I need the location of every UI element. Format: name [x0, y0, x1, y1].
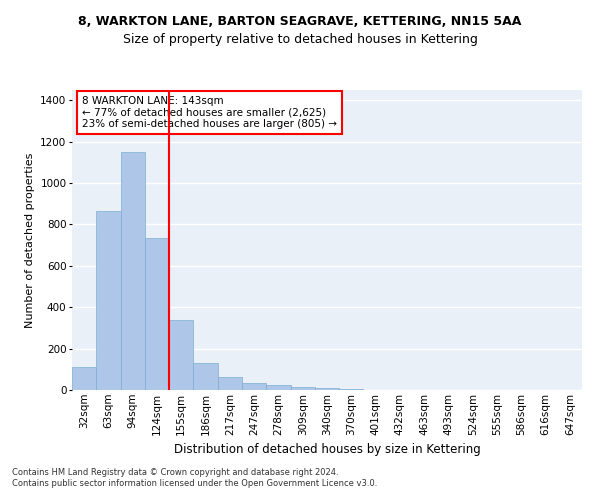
Bar	[290, 387, 315, 390]
Bar	[96, 211, 121, 390]
Bar	[193, 363, 218, 390]
Bar	[315, 388, 339, 390]
Text: Contains HM Land Registry data © Crown copyright and database right 2024.
Contai: Contains HM Land Registry data © Crown c…	[12, 468, 377, 487]
Y-axis label: Number of detached properties: Number of detached properties	[25, 152, 35, 328]
Bar	[169, 320, 193, 390]
Text: 8, WARKTON LANE, BARTON SEAGRAVE, KETTERING, NN15 5AA: 8, WARKTON LANE, BARTON SEAGRAVE, KETTER…	[79, 15, 521, 28]
Bar	[72, 367, 96, 390]
Bar	[242, 383, 266, 390]
Text: 8 WARKTON LANE: 143sqm
← 77% of detached houses are smaller (2,625)
23% of semi-: 8 WARKTON LANE: 143sqm ← 77% of detached…	[82, 96, 337, 129]
Bar	[266, 386, 290, 390]
Bar	[339, 389, 364, 390]
X-axis label: Distribution of detached houses by size in Kettering: Distribution of detached houses by size …	[173, 443, 481, 456]
Text: Size of property relative to detached houses in Kettering: Size of property relative to detached ho…	[122, 32, 478, 46]
Bar	[218, 376, 242, 390]
Bar	[121, 152, 145, 390]
Bar	[145, 238, 169, 390]
